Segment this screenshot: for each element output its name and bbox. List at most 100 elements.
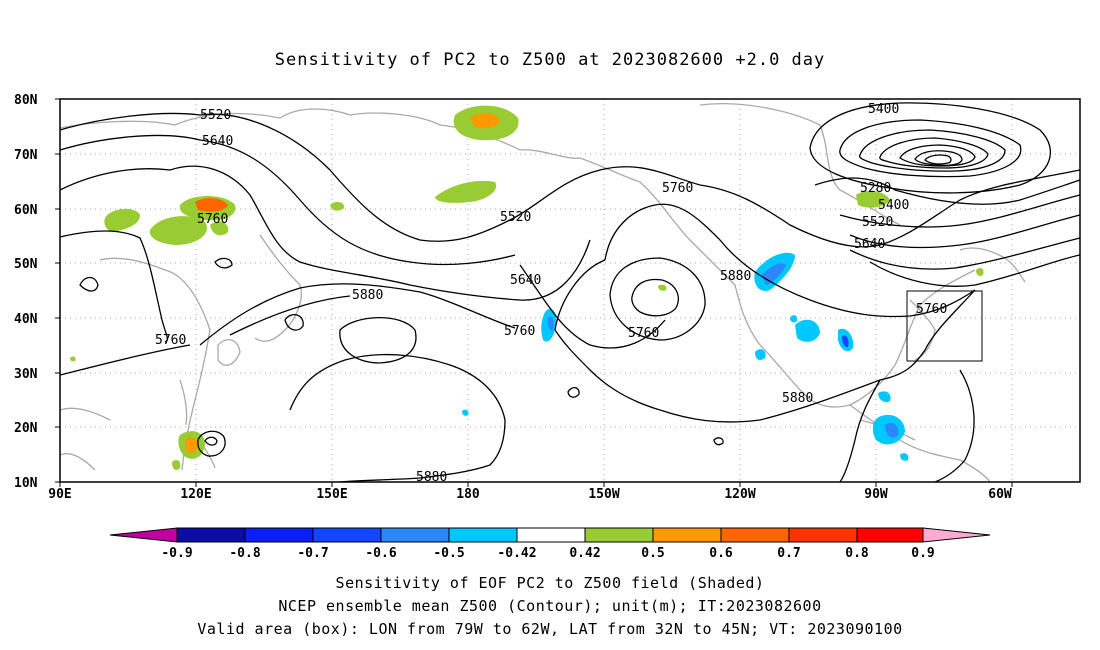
chart-title: Sensitivity of PC2 to Z500 at 2023082600…	[274, 50, 826, 70]
shade-patch	[195, 198, 228, 212]
contour-line	[849, 214, 1081, 249]
contour-line	[713, 437, 724, 446]
contour-line	[914, 150, 963, 166]
contour-line	[567, 387, 580, 398]
contour-label: 5640	[854, 237, 885, 252]
contour-line	[289, 353, 506, 483]
contour-label: 5760	[504, 324, 535, 339]
contour-label: 5760	[197, 212, 228, 227]
lon-label: 180	[456, 487, 480, 502]
axis-ticks	[55, 98, 1013, 487]
contour-label: 5760	[628, 326, 659, 341]
contour-line	[199, 283, 516, 346]
colorbar-segment	[856, 527, 924, 543]
colorbar-label: 0.5	[641, 546, 664, 561]
colorbar-segment	[448, 527, 518, 543]
colorbar-segment	[380, 527, 450, 543]
shade-patch	[795, 319, 820, 342]
lat-label: 20N	[14, 421, 38, 436]
colorbar-segment	[788, 527, 858, 543]
colorbar-lower-triangle	[109, 527, 178, 543]
latitude-labels: 80N 70N 60N 50N 40N 30N 20N 10N	[14, 93, 38, 491]
contour-line	[814, 177, 1081, 205]
footer-line-2: NCEP ensemble mean Z500 (Contour); unit(…	[278, 597, 822, 615]
contour-label: 5400	[878, 198, 909, 213]
lon-label: 90E	[48, 487, 71, 502]
colorbar-label: 0.6	[709, 546, 733, 561]
colorbar-label: 0.7	[777, 546, 800, 561]
contour-line	[59, 134, 516, 266]
contour-label: 5760	[155, 333, 186, 348]
contour-line	[809, 102, 1051, 194]
lat-label: 60N	[14, 203, 38, 218]
colorbar-label: -0.6	[365, 546, 396, 561]
colorbar-label: -0.5	[433, 546, 464, 561]
contour-line	[59, 295, 351, 376]
shade-patch	[547, 316, 554, 331]
contour-line	[59, 165, 591, 301]
shade-patch	[762, 263, 786, 285]
contour-line	[284, 313, 304, 331]
lat-label: 70N	[14, 148, 38, 163]
footer-line-1: Sensitivity of EOF PC2 to Z500 field (Sh…	[335, 574, 765, 592]
contour-line	[79, 276, 99, 292]
contour-line	[519, 264, 666, 349]
shade-patch	[755, 349, 766, 360]
contour-line	[879, 137, 989, 169]
shade-patch	[658, 284, 667, 291]
contour-label: 5280	[860, 181, 891, 196]
colorbar-segment	[244, 527, 314, 543]
contour-label: 5640	[510, 273, 541, 288]
longitude-labels: 90E 120E 150E 180 150W 120W 90W 60W	[48, 487, 1012, 502]
shade-patch	[842, 335, 849, 348]
shade-patch	[462, 409, 469, 416]
shade-patch	[210, 221, 229, 236]
colorbar-upper-triangle	[922, 527, 991, 543]
lat-label: 40N	[14, 312, 38, 327]
contour-label: 5880	[782, 391, 813, 406]
lat-label: 80N	[14, 93, 38, 108]
colorbar-label: 0.42	[569, 546, 600, 561]
shade-patch	[330, 201, 345, 211]
colorbar-segment	[652, 527, 722, 543]
lon-label: 120E	[180, 487, 211, 502]
contour-label: 5640	[202, 134, 233, 149]
contour-line	[839, 119, 1022, 178]
contour-line	[924, 154, 952, 165]
colorbar-label: 0.8	[845, 546, 869, 561]
shade-patch	[185, 437, 198, 453]
colorbar-segment	[176, 527, 246, 543]
contour-line	[839, 379, 881, 483]
contour-line	[858, 129, 1006, 172]
map-frame	[59, 98, 1081, 483]
contour-line	[869, 254, 1081, 287]
contour-label: 5880	[720, 269, 751, 284]
contour-line	[609, 257, 706, 341]
contour-label: 5520	[200, 108, 231, 123]
lon-label: 150W	[588, 487, 619, 502]
colorbar-label: -0.9	[161, 546, 192, 561]
contour-line	[899, 144, 976, 167]
colorbar-labels: -0.9 -0.8 -0.7 -0.6 -0.5 -0.42 0.42 0.5 …	[161, 546, 934, 561]
contour-line	[59, 112, 1081, 248]
contour-line	[839, 194, 1081, 228]
contour-line	[214, 257, 233, 269]
contour-line	[554, 259, 606, 331]
lon-label: 60W	[988, 487, 1012, 502]
contour-label: 5880	[352, 288, 383, 303]
lon-label: 120W	[724, 487, 755, 502]
colorbar-label: 0.9	[911, 546, 934, 561]
contour-line	[59, 230, 168, 343]
contour-line	[204, 436, 218, 446]
colorbar-label: -0.42	[497, 546, 536, 561]
contour-line	[197, 430, 226, 457]
contour-label: 5520	[862, 215, 893, 230]
footer-line-3: Valid area (box): LON from 79W to 62W, L…	[197, 620, 903, 638]
contour-label: 5400	[868, 102, 899, 117]
grid-lines	[60, 99, 1080, 482]
colorbar	[109, 527, 991, 543]
shade-patch	[470, 112, 500, 129]
contour-label: 5760	[662, 181, 693, 196]
lon-label: 150E	[316, 487, 347, 502]
